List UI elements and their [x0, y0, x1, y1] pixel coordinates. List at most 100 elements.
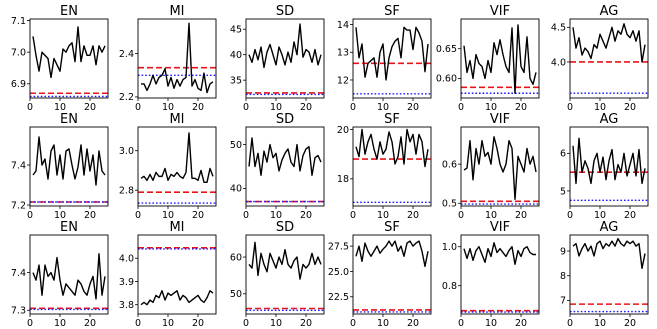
- x-tick-label: 0: [567, 102, 573, 113]
- x-tick-label: 10: [594, 318, 606, 329]
- x-tick-label: 10: [377, 318, 389, 329]
- y-tick-label: 9: [560, 246, 566, 257]
- y-tick-label: 0.5: [442, 199, 457, 210]
- x-tick-label: 20: [84, 318, 96, 329]
- x-tick-label: 10: [54, 318, 66, 329]
- series-line: [140, 290, 214, 306]
- x-tick-label: 0: [567, 210, 573, 221]
- x-tick-label: 0: [350, 102, 356, 113]
- panel-10: SF 0 10 20 18 20: [337, 112, 432, 221]
- panel-7: EN 0 10 20 7.2 7.4: [11, 112, 109, 221]
- y-tick-label: 35: [230, 75, 242, 86]
- axes-frame: [569, 126, 649, 207]
- x-tick-label: 10: [377, 102, 389, 113]
- panel-13: EN 0 10 20 7.3 7.4: [11, 220, 109, 329]
- y-tick-label: 8: [560, 271, 566, 282]
- y-tick-label: 7.4: [11, 268, 26, 279]
- panel-title: EN: [60, 112, 78, 127]
- y-tick-label: 0.65: [436, 44, 457, 55]
- x-tick-label: 0: [350, 210, 356, 221]
- x-tick-label: 0: [243, 102, 249, 113]
- x-tick-label: 0: [135, 102, 141, 113]
- x-tick-label: 10: [270, 102, 282, 113]
- y-tick-label: 12: [337, 75, 349, 86]
- x-tick-label: 20: [84, 102, 96, 113]
- y-tick-label: 2.2: [119, 92, 134, 103]
- x-tick-label: 20: [192, 318, 204, 329]
- panel-3: SD 0 10 20 35 40 45: [230, 4, 325, 113]
- panel-12: AG 0 10 20 5 6: [560, 112, 649, 221]
- x-tick-label: 20: [624, 210, 636, 221]
- y-tick-label: 2.8: [119, 186, 134, 197]
- y-tick-label: 5: [560, 186, 566, 197]
- panel-title: SF: [384, 220, 400, 235]
- y-tick-label: 50: [230, 140, 242, 151]
- y-tick-label: 3.0: [119, 146, 134, 157]
- panel-title: VIF: [490, 4, 510, 19]
- series-line: [463, 24, 537, 94]
- series-line: [572, 23, 646, 63]
- y-tick-label: 0.8: [442, 281, 457, 292]
- x-tick-label: 0: [350, 318, 356, 329]
- series-line: [248, 23, 322, 69]
- panel-9: SD 0 10 20 40 50: [230, 112, 325, 221]
- panel-title: VIF: [490, 112, 510, 127]
- x-tick-label: 20: [192, 102, 204, 113]
- y-tick-label: 4.0: [119, 254, 134, 265]
- panel-6: AG 0 10 20 4.0 4.5: [551, 4, 649, 113]
- x-tick-label: 10: [162, 318, 174, 329]
- x-tick-label: 0: [27, 210, 33, 221]
- x-tick-label: 0: [458, 318, 464, 329]
- panel-title: SD: [276, 4, 294, 19]
- panel-5: VIF 0 10 20 0.60 0.65: [436, 4, 540, 113]
- x-tick-label: 20: [515, 318, 527, 329]
- x-tick-label: 20: [84, 210, 96, 221]
- panel-14: MI 0 10 20 3.8 3.9 4.0: [119, 220, 217, 329]
- series-line: [32, 253, 106, 300]
- panel-1: EN 0 10 20 6.9 7.0 7.1: [11, 4, 109, 113]
- x-tick-label: 10: [162, 102, 174, 113]
- panel-title: AG: [600, 112, 619, 127]
- x-tick-label: 0: [27, 318, 33, 329]
- x-tick-label: 10: [377, 210, 389, 221]
- axes-frame: [569, 18, 649, 99]
- series-line: [140, 132, 214, 184]
- x-tick-label: 20: [624, 318, 636, 329]
- x-tick-label: 0: [458, 102, 464, 113]
- y-tick-label: 0.60: [436, 74, 457, 85]
- x-tick-label: 20: [407, 318, 419, 329]
- x-tick-label: 10: [270, 210, 282, 221]
- y-tick-label: 7: [560, 296, 566, 307]
- x-tick-label: 0: [243, 318, 249, 329]
- y-tick-label: 27.5: [328, 241, 349, 252]
- panel-title: SD: [276, 220, 294, 235]
- x-tick-label: 0: [458, 210, 464, 221]
- axes-frame: [137, 18, 217, 99]
- x-tick-label: 0: [27, 102, 33, 113]
- y-tick-label: 3.9: [119, 277, 134, 288]
- panel-title: EN: [60, 220, 78, 235]
- panel-18: AG 0 10 20 7 8 9: [560, 220, 649, 329]
- y-tick-label: 4.5: [551, 23, 566, 34]
- axes-frame: [460, 126, 540, 207]
- y-tick-label: 4.0: [551, 57, 566, 68]
- y-tick-label: 7.4: [11, 160, 26, 171]
- axes-frame: [460, 234, 540, 315]
- x-tick-label: 10: [485, 210, 497, 221]
- panel-title: SD: [276, 112, 294, 127]
- series-line: [572, 137, 646, 185]
- axes-frame: [245, 18, 325, 99]
- y-tick-label: 7.1: [11, 16, 26, 27]
- x-tick-label: 20: [515, 210, 527, 221]
- y-tick-label: 2.4: [119, 49, 134, 60]
- x-tick-label: 10: [270, 318, 282, 329]
- x-tick-label: 10: [485, 318, 497, 329]
- x-tick-label: 10: [54, 210, 66, 221]
- panel-11: VIF 0 10 20 0.5 0.6: [442, 112, 540, 221]
- x-tick-label: 20: [407, 210, 419, 221]
- x-tick-label: 20: [407, 102, 419, 113]
- y-tick-label: 14: [337, 20, 349, 31]
- series-line: [355, 26, 429, 81]
- y-tick-label: 40: [230, 50, 242, 61]
